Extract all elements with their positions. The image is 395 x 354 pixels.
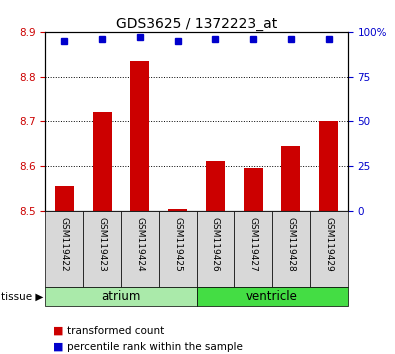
Bar <box>159 211 197 287</box>
Text: ■: ■ <box>53 326 64 336</box>
Bar <box>234 211 272 287</box>
Text: GSM119425: GSM119425 <box>173 217 182 272</box>
Bar <box>55 186 74 211</box>
Bar <box>83 211 121 287</box>
Text: GSM119422: GSM119422 <box>60 217 69 272</box>
Text: transformed count: transformed count <box>67 326 164 336</box>
Bar <box>206 161 225 211</box>
Text: ■: ■ <box>53 342 64 352</box>
Text: atrium: atrium <box>101 290 141 303</box>
Text: GSM119428: GSM119428 <box>286 217 295 272</box>
Title: GDS3625 / 1372223_at: GDS3625 / 1372223_at <box>116 17 277 31</box>
Text: GSM119423: GSM119423 <box>98 217 107 272</box>
Bar <box>45 211 83 287</box>
Bar <box>310 211 348 287</box>
Bar <box>282 146 300 211</box>
Bar <box>272 211 310 287</box>
Bar <box>244 168 263 211</box>
Text: GSM119427: GSM119427 <box>249 217 258 272</box>
Text: GSM119429: GSM119429 <box>324 217 333 272</box>
Bar <box>197 211 234 287</box>
Bar <box>130 61 149 211</box>
Text: GSM119426: GSM119426 <box>211 217 220 272</box>
Text: percentile rank within the sample: percentile rank within the sample <box>67 342 243 352</box>
Text: ventricle: ventricle <box>246 290 298 303</box>
Bar <box>121 211 159 287</box>
Bar <box>93 112 111 211</box>
Bar <box>168 209 187 211</box>
Bar <box>45 287 197 306</box>
Text: tissue ▶: tissue ▶ <box>1 291 43 302</box>
Bar <box>197 287 348 306</box>
Bar <box>319 121 338 211</box>
Text: GSM119424: GSM119424 <box>135 217 144 272</box>
